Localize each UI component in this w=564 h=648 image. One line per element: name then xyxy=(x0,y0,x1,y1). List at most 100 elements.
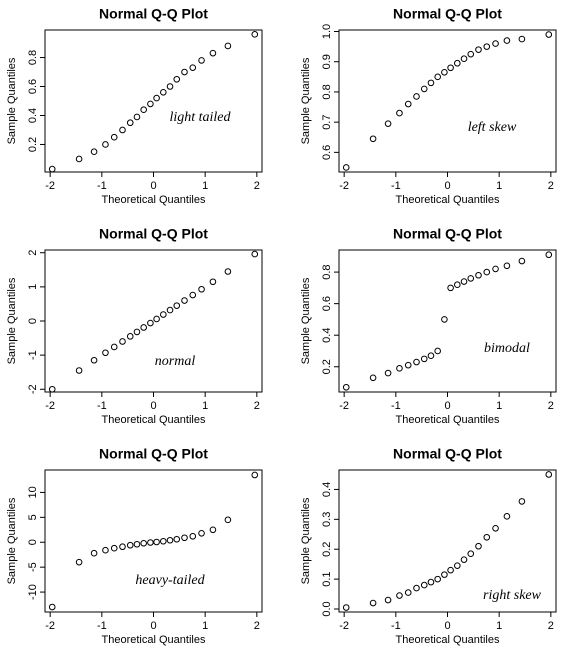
point xyxy=(75,155,83,163)
x-tick-label: 0 xyxy=(444,180,450,192)
y-tick-label: 0.6 xyxy=(27,79,39,94)
x-tick-label: 0 xyxy=(444,400,450,412)
point xyxy=(467,275,475,282)
point xyxy=(434,575,441,583)
point xyxy=(153,538,160,546)
point xyxy=(209,278,217,286)
point xyxy=(447,284,454,292)
x-axis-label: Theoretical Quantiles xyxy=(102,634,206,646)
point xyxy=(420,85,428,93)
annotation: light tailed xyxy=(169,110,231,125)
point xyxy=(119,543,126,551)
point xyxy=(133,328,141,336)
x-tick-label: -1 xyxy=(97,400,107,412)
y-axis-label: Sample Quantiles xyxy=(6,497,18,584)
x-tick-label: 0 xyxy=(444,620,450,632)
point xyxy=(166,536,174,544)
point xyxy=(224,42,232,50)
point xyxy=(503,262,511,270)
x-axis-label: Theoretical Quantiles xyxy=(102,194,206,206)
point xyxy=(209,49,217,57)
y-tick-label: 0.7 xyxy=(321,115,333,130)
point xyxy=(75,367,83,374)
point xyxy=(160,537,167,545)
annotation: bimodal xyxy=(484,341,530,356)
y-tick-label: 0.4 xyxy=(321,482,333,497)
y-tick-label: 10 xyxy=(27,486,39,498)
point xyxy=(147,319,154,327)
point xyxy=(503,513,511,520)
point xyxy=(102,141,109,148)
point xyxy=(166,306,174,314)
y-tick-label: 0.6 xyxy=(321,145,333,160)
y-tick-label: 0.8 xyxy=(321,264,333,279)
x-tick-label: -2 xyxy=(45,400,55,412)
point xyxy=(404,361,412,369)
point xyxy=(483,533,491,541)
point xyxy=(189,291,197,299)
point xyxy=(475,542,482,550)
point xyxy=(140,106,147,113)
point xyxy=(427,352,435,360)
point xyxy=(224,516,232,524)
point xyxy=(147,100,154,108)
y-tick-label: 0 xyxy=(27,539,39,545)
point xyxy=(153,94,160,102)
y-tick-label: 0 xyxy=(27,318,39,324)
y-axis-label: Sample Quantiles xyxy=(6,277,18,364)
point xyxy=(492,524,499,532)
point xyxy=(545,251,553,259)
point xyxy=(181,68,188,76)
annotation: normal xyxy=(155,354,196,369)
point xyxy=(126,119,134,127)
point xyxy=(454,281,461,289)
point xyxy=(90,549,98,557)
point xyxy=(518,35,526,43)
point xyxy=(492,265,499,273)
point xyxy=(189,64,197,71)
point xyxy=(475,46,482,53)
point xyxy=(420,581,428,589)
x-tick-label: 2 xyxy=(254,620,260,632)
point xyxy=(483,268,491,276)
x-tick-label: -2 xyxy=(339,400,349,412)
point xyxy=(75,558,83,566)
plot-title: Normal Q-Q Plot xyxy=(99,6,208,22)
point xyxy=(153,315,160,323)
x-tick-label: 2 xyxy=(254,180,260,192)
point xyxy=(384,369,392,377)
y-tick-label: 1.0 xyxy=(321,24,333,39)
x-tick-label: -2 xyxy=(339,620,349,632)
point xyxy=(126,541,134,549)
point xyxy=(224,268,232,275)
point xyxy=(189,532,197,540)
x-tick-label: -2 xyxy=(339,180,349,192)
y-tick-label: 0.9 xyxy=(321,54,333,69)
annotation: heavy-tailed xyxy=(135,573,205,588)
point xyxy=(119,338,126,345)
point xyxy=(483,43,491,50)
point xyxy=(427,578,435,586)
y-tick-label: 0.3 xyxy=(321,512,333,527)
point xyxy=(342,164,350,171)
point xyxy=(102,349,109,357)
point xyxy=(441,68,448,76)
annotation: right skew xyxy=(483,588,542,603)
point xyxy=(110,544,118,552)
point xyxy=(503,37,511,44)
point xyxy=(384,120,392,127)
x-tick-label: 1 xyxy=(202,180,208,192)
point xyxy=(441,316,448,323)
plot-box xyxy=(44,249,263,393)
x-tick-label: -2 xyxy=(45,620,55,632)
y-tick-label: 5 xyxy=(27,514,39,520)
point xyxy=(181,297,188,304)
point xyxy=(413,358,420,366)
point xyxy=(48,385,56,393)
point xyxy=(90,356,98,364)
point xyxy=(434,73,441,81)
x-tick-label: -2 xyxy=(45,180,55,192)
point xyxy=(140,324,147,331)
plot-title: Normal Q-Q Plot xyxy=(393,446,502,462)
